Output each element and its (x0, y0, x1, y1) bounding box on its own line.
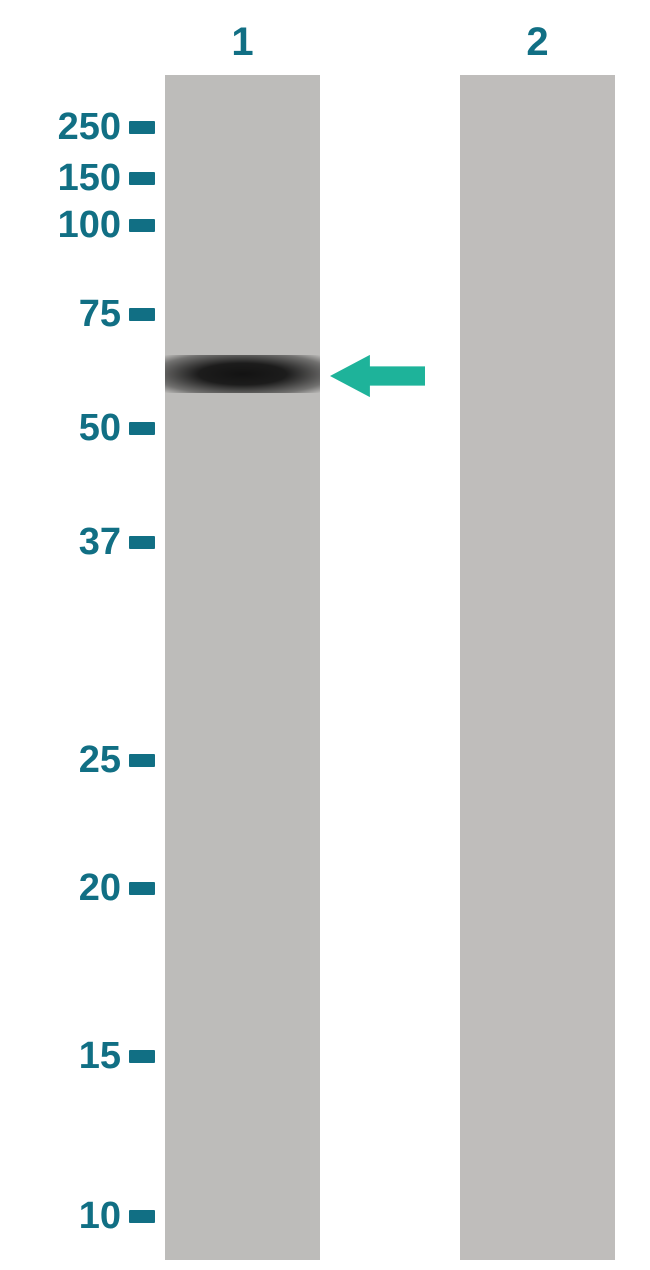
mw-marker-75: 75 (0, 292, 155, 336)
mw-marker-tick-icon (129, 308, 155, 321)
mw-marker-value: 20 (79, 867, 121, 910)
western-blot-figure: 1 2 250 150100 75 50 37 25 20 15 10 (0, 0, 650, 1270)
mw-marker-tick-icon (129, 536, 155, 549)
mw-marker-15: 15 (0, 1034, 155, 1078)
mw-marker-value: 100 (58, 204, 121, 247)
mw-marker-value: 75 (79, 293, 121, 336)
mw-marker-tick-icon (129, 172, 155, 185)
mw-marker-100: 100 (0, 203, 155, 247)
mw-marker-tick-icon (129, 882, 155, 895)
mw-marker-value: 50 (79, 407, 121, 450)
mw-marker-value: 150 (58, 157, 121, 200)
mw-marker-value: 15 (79, 1035, 121, 1078)
mw-marker-tick-icon (129, 1050, 155, 1063)
protein-band-lane1 (165, 355, 320, 393)
lane-2-label: 2 (460, 20, 615, 65)
mw-marker-value: 10 (79, 1195, 121, 1238)
mw-marker-tick-icon (129, 754, 155, 767)
lane-1 (165, 75, 320, 1260)
mw-marker-25: 25 (0, 738, 155, 782)
mw-marker-50: 50 (0, 406, 155, 450)
mw-marker-value: 250 (58, 106, 121, 149)
mw-marker-20: 20 (0, 866, 155, 910)
lane-2 (460, 75, 615, 1260)
band-indicator-arrow-icon (330, 352, 425, 400)
mw-marker-37: 37 (0, 520, 155, 564)
mw-marker-150: 150 (0, 156, 155, 200)
mw-marker-250: 250 (0, 105, 155, 149)
mw-marker-value: 37 (79, 521, 121, 564)
mw-marker-tick-icon (129, 422, 155, 435)
mw-marker-value: 25 (79, 739, 121, 782)
lane-1-label: 1 (165, 20, 320, 65)
mw-marker-tick-icon (129, 121, 155, 134)
mw-marker-tick-icon (129, 219, 155, 232)
mw-marker-tick-icon (129, 1210, 155, 1223)
mw-marker-10: 10 (0, 1194, 155, 1238)
